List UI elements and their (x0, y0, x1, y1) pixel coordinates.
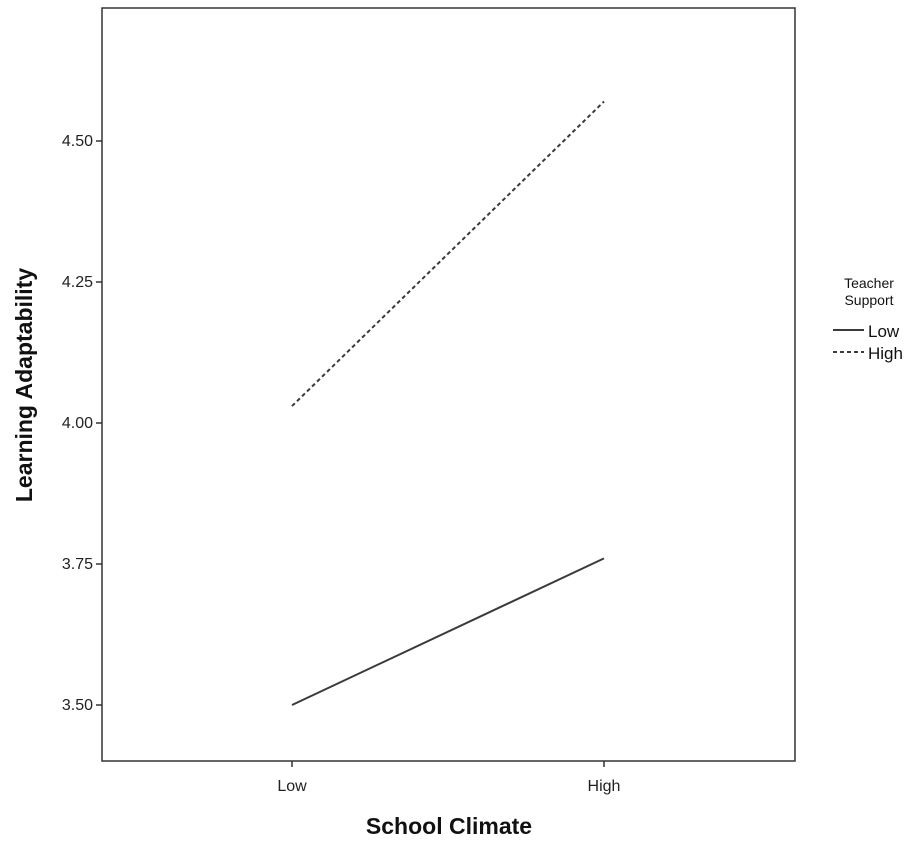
legend-label-low: Low (868, 322, 900, 341)
y-tick-label: 4.50 (62, 133, 93, 150)
x-tick-label: Low (277, 778, 307, 795)
series-line-low (291, 557, 605, 706)
series-line-high (291, 100, 605, 407)
y-tick-label: 4.00 (62, 415, 93, 432)
x-axis-title: School Climate (366, 813, 532, 839)
legend-title-line-2: Support (844, 292, 893, 308)
plot-frame (101, 7, 796, 762)
y-axis: 3.50 3.75 4.00 4.25 4.50 (62, 133, 102, 714)
series-layer (291, 100, 605, 706)
y-tick-label: 4.25 (62, 274, 93, 291)
y-tick-label: 3.75 (62, 556, 93, 573)
y-tick-label: 3.50 (62, 697, 93, 714)
legend: Teacher Support Low High (833, 275, 903, 363)
y-axis-title: Learning Adaptability (11, 268, 37, 502)
x-tick-label: High (588, 778, 621, 795)
x-axis: Low High (277, 761, 620, 795)
legend-title-line-1: Teacher (844, 275, 894, 291)
legend-label-high: High (868, 344, 903, 363)
